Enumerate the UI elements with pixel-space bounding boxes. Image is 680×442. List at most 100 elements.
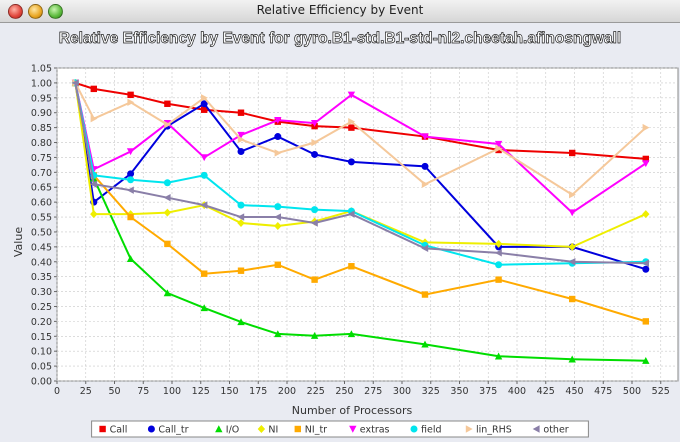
legend-item: lin_RHS <box>465 425 512 436</box>
data-point <box>237 135 245 144</box>
window-title: Relative Efficiency by Event <box>256 3 424 17</box>
data-point <box>348 124 355 131</box>
data-point <box>200 100 208 108</box>
line-chart: Relative Efficiency by Event for gyro.B1… <box>12 30 679 438</box>
x-axis-label: Number of Processors <box>292 404 413 417</box>
legend-item: Call <box>99 425 127 436</box>
legend-marker <box>147 425 155 433</box>
legend: Call Call_tr I/O NI NI_tr extras field lin_RHS o… <box>91 420 589 438</box>
data-point <box>495 261 503 269</box>
data-point <box>237 109 245 116</box>
legend-item: extras <box>349 425 390 436</box>
close-button[interactable] <box>8 4 23 19</box>
data-point <box>311 206 319 214</box>
data-point <box>310 119 319 127</box>
x-tick-label: 175 <box>249 386 267 397</box>
x-tick-label: 325 <box>422 386 440 397</box>
data-point <box>642 259 649 267</box>
y-tick-label: 0.90 <box>31 108 52 119</box>
legend-label: Call <box>110 425 128 436</box>
zoom-button[interactable] <box>48 4 63 19</box>
x-tick-label: 275 <box>364 386 382 397</box>
legend-item: field <box>410 425 442 436</box>
data-point <box>495 276 502 283</box>
data-point <box>163 179 171 187</box>
y-tick-label: 0.05 <box>31 362 52 373</box>
x-tick-label: 475 <box>594 386 612 397</box>
y-tick-label: 1.00 <box>31 78 52 89</box>
data-point <box>421 180 429 188</box>
data-point <box>347 91 356 99</box>
x-tick-label: 375 <box>479 386 497 397</box>
x-tick-label: 350 <box>450 386 468 397</box>
data-point <box>237 131 245 139</box>
data-point <box>569 190 576 199</box>
data-point <box>311 276 318 283</box>
minimize-button[interactable] <box>28 4 43 19</box>
data-point <box>237 267 245 274</box>
x-tick-label: 200 <box>278 386 296 397</box>
y-tick-label: 0.65 <box>31 183 52 194</box>
data-point <box>421 340 429 348</box>
data-point <box>126 148 135 156</box>
legend-marker <box>99 425 106 433</box>
data-point <box>164 240 171 248</box>
data-point <box>310 219 318 227</box>
legend-box <box>91 420 589 438</box>
legend-label: NI_tr <box>305 425 327 436</box>
data-point <box>90 180 97 188</box>
x-tick-label: 25 <box>80 386 92 397</box>
data-point <box>237 213 245 221</box>
data-point <box>421 133 429 141</box>
data-point <box>347 210 355 218</box>
x-tick-label: 400 <box>508 386 526 397</box>
y-tick-label: 0.45 <box>31 242 52 253</box>
x-tick-label: 250 <box>335 386 353 397</box>
legend-marker <box>349 425 357 433</box>
data-point <box>568 209 576 217</box>
y-tick-label: 0.85 <box>31 123 52 134</box>
y-tick-label: 0.55 <box>31 213 52 224</box>
data-point <box>348 263 355 270</box>
x-tick-label: 150 <box>220 386 238 397</box>
legend-item: other <box>532 425 569 436</box>
x-tick-label: 0 <box>54 386 60 397</box>
data-point <box>274 116 282 124</box>
data-point <box>237 201 245 209</box>
data-point <box>201 106 208 113</box>
data-point <box>274 330 282 338</box>
data-point <box>237 318 245 326</box>
data-point <box>164 100 171 107</box>
data-point <box>642 265 650 273</box>
data-point <box>237 219 245 228</box>
y-tick-label: 1.05 <box>31 64 52 75</box>
y-tick-label: 0.25 <box>31 302 52 313</box>
legend-label: lin_RHS <box>476 425 512 436</box>
data-point <box>311 138 319 147</box>
data-point <box>642 123 650 132</box>
legend-item: NI <box>257 425 278 436</box>
series-lin-rhs <box>72 79 650 199</box>
y-tick-label: 0.00 <box>31 377 52 388</box>
data-point <box>569 295 576 303</box>
data-point <box>164 120 172 129</box>
y-tick-label: 0.35 <box>31 272 52 283</box>
legend-marker <box>215 425 223 433</box>
x-tick-label: 500 <box>623 386 641 397</box>
data-point <box>311 150 319 158</box>
x-tick-label: 225 <box>307 386 325 397</box>
legend-label: NI <box>268 425 278 436</box>
data-point <box>347 158 355 166</box>
series-ni-tr <box>72 79 649 325</box>
legend-marker <box>532 425 540 433</box>
data-point <box>163 289 172 297</box>
x-tick-label: 425 <box>537 386 555 397</box>
data-point <box>642 357 650 364</box>
x-tick-label: 75 <box>137 386 149 397</box>
legend-label: field <box>421 425 442 436</box>
legend-label: extras <box>360 425 390 436</box>
x-tick-label: 450 <box>565 386 583 397</box>
y-axis-label: Value <box>12 227 25 257</box>
data-point <box>163 193 171 202</box>
